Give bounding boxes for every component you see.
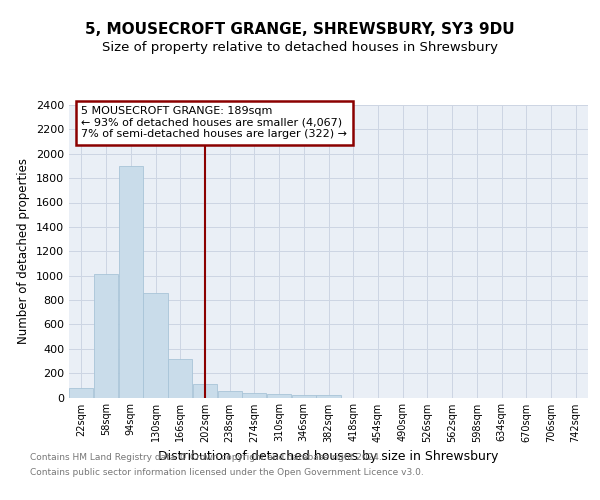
- Text: Size of property relative to detached houses in Shrewsbury: Size of property relative to detached ho…: [102, 41, 498, 54]
- Bar: [242, 392, 266, 398]
- Bar: [316, 395, 341, 398]
- Text: 5 MOUSECROFT GRANGE: 189sqm
← 93% of detached houses are smaller (4,067)
7% of s: 5 MOUSECROFT GRANGE: 189sqm ← 93% of det…: [82, 106, 347, 140]
- Bar: [70, 388, 94, 398]
- Bar: [143, 292, 167, 398]
- Text: Contains HM Land Registry data © Crown copyright and database right 2024.: Contains HM Land Registry data © Crown c…: [30, 453, 382, 462]
- Text: 5, MOUSECROFT GRANGE, SHREWSBURY, SY3 9DU: 5, MOUSECROFT GRANGE, SHREWSBURY, SY3 9D…: [85, 22, 515, 38]
- X-axis label: Distribution of detached houses by size in Shrewsbury: Distribution of detached houses by size …: [158, 450, 499, 463]
- Bar: [292, 395, 316, 398]
- Bar: [94, 274, 118, 398]
- Bar: [119, 166, 143, 398]
- Bar: [218, 392, 242, 398]
- Text: Contains public sector information licensed under the Open Government Licence v3: Contains public sector information licen…: [30, 468, 424, 477]
- Y-axis label: Number of detached properties: Number of detached properties: [17, 158, 31, 344]
- Bar: [267, 394, 291, 398]
- Bar: [168, 358, 192, 398]
- Bar: [193, 384, 217, 398]
